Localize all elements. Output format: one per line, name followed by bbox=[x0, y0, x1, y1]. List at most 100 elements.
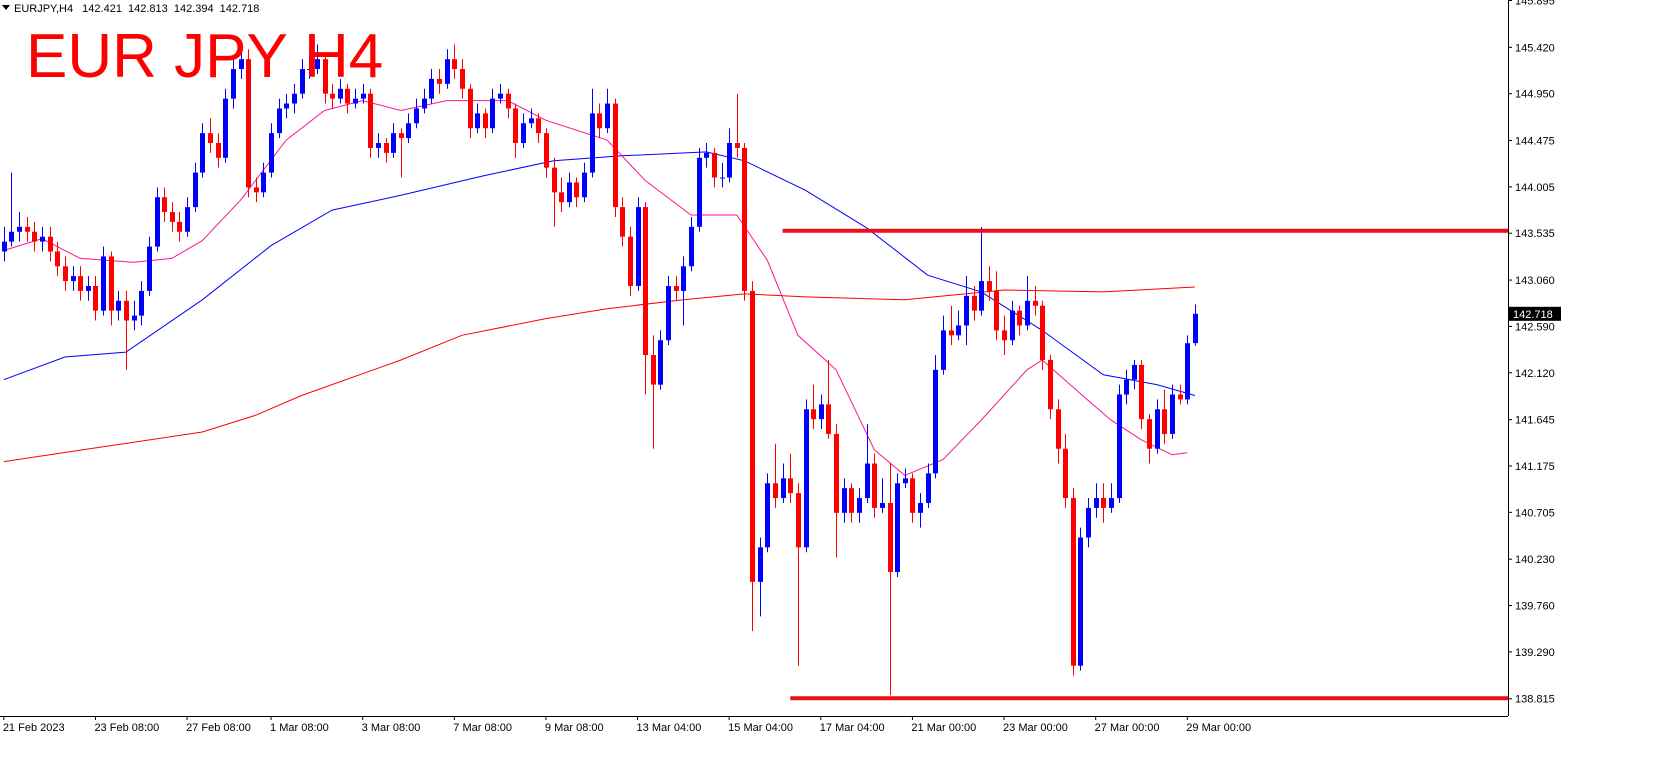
candle-body bbox=[269, 133, 274, 173]
x-tick-label: 29 Mar 00:00 bbox=[1186, 722, 1251, 734]
x-tick-label: 15 Mar 04:00 bbox=[728, 722, 793, 734]
candle-body bbox=[567, 182, 572, 203]
candle-body bbox=[964, 295, 969, 326]
candle-body bbox=[277, 108, 282, 134]
candle-body bbox=[544, 133, 549, 168]
candle-body bbox=[445, 59, 450, 84]
x-tick-label: 23 Mar 00:00 bbox=[1003, 722, 1068, 734]
candle-body bbox=[949, 330, 954, 336]
candle-body bbox=[1063, 448, 1068, 499]
low-value: 142.394 bbox=[174, 3, 214, 15]
candle-body bbox=[872, 463, 877, 508]
open-value: 142.421 bbox=[82, 3, 122, 15]
y-tick-label: 143.535 bbox=[1515, 228, 1555, 240]
candle-body bbox=[17, 226, 22, 232]
candle-body bbox=[384, 143, 389, 153]
candle-body bbox=[1040, 305, 1045, 360]
candle-body bbox=[529, 118, 534, 124]
candle-body bbox=[880, 502, 885, 508]
candle-body bbox=[48, 236, 53, 252]
candle-body bbox=[1178, 394, 1183, 400]
candle-body bbox=[25, 226, 30, 232]
candle-body bbox=[651, 355, 656, 385]
candle-body bbox=[697, 157, 702, 227]
candle-body bbox=[406, 123, 411, 139]
candle-body bbox=[345, 88, 350, 104]
candle-body bbox=[811, 409, 816, 420]
candle-body bbox=[200, 133, 205, 173]
candle-body bbox=[1193, 313, 1198, 344]
candle-body bbox=[116, 300, 121, 311]
high-value: 142.813 bbox=[128, 3, 168, 15]
candle-body bbox=[498, 93, 503, 99]
candle-body bbox=[239, 59, 244, 70]
x-tick-label: 1 Mar 08:00 bbox=[270, 722, 329, 734]
y-tick-label: 138.815 bbox=[1515, 694, 1555, 706]
candle-body bbox=[979, 281, 984, 311]
x-tick-label: 27 Feb 08:00 bbox=[186, 722, 251, 734]
x-tick-label: 9 Mar 08:00 bbox=[545, 722, 604, 734]
candle-body bbox=[926, 473, 931, 503]
y-tick-label: 145.895 bbox=[1515, 0, 1555, 7]
candle-body bbox=[903, 478, 908, 484]
candle-body bbox=[1162, 409, 1167, 434]
candle-body bbox=[972, 295, 977, 311]
candle-body bbox=[1132, 364, 1137, 380]
menu-triangle[interactable] bbox=[2, 5, 10, 10]
candle-body bbox=[147, 246, 152, 291]
candle-body bbox=[216, 143, 221, 158]
candle-body bbox=[834, 433, 839, 513]
candle-body bbox=[361, 93, 366, 99]
candle-body bbox=[681, 266, 686, 291]
candle-body bbox=[2, 241, 7, 252]
candle-body bbox=[613, 103, 618, 208]
candle-body bbox=[628, 236, 633, 287]
candle-body bbox=[750, 290, 755, 582]
x-tick-label: 3 Mar 08:00 bbox=[362, 722, 421, 734]
candle-body bbox=[1086, 507, 1091, 538]
candle-body bbox=[826, 404, 831, 434]
candle-body bbox=[437, 78, 442, 84]
candle-body bbox=[849, 488, 854, 513]
y-tick-label: 144.475 bbox=[1515, 136, 1555, 148]
header: EURJPY,H4 142.421 142.813 142.394 142.71… bbox=[14, 3, 259, 15]
candle-body bbox=[636, 207, 641, 287]
candle-body bbox=[842, 488, 847, 513]
candle-body bbox=[323, 59, 328, 94]
candle-body bbox=[132, 315, 137, 321]
candle-body bbox=[177, 221, 182, 232]
y-tick-label: 143.060 bbox=[1515, 275, 1555, 287]
candle-body bbox=[86, 286, 91, 291]
candle-body bbox=[796, 493, 801, 548]
candle-body bbox=[109, 256, 114, 311]
moving-average bbox=[3, 151, 1196, 396]
candle-body bbox=[643, 207, 648, 356]
y-tick-label: 142.590 bbox=[1515, 321, 1555, 333]
y-tick-label: 145.420 bbox=[1515, 42, 1555, 54]
candle-body bbox=[490, 98, 495, 129]
candle-body bbox=[193, 172, 198, 208]
candle-body bbox=[727, 143, 732, 178]
candle-body bbox=[300, 69, 305, 94]
candle-body bbox=[1117, 394, 1122, 499]
candle-body bbox=[353, 98, 358, 104]
candle-body bbox=[307, 69, 312, 71]
x-tick-label: 21 Feb 2023 bbox=[3, 722, 65, 734]
y-tick-label: 139.290 bbox=[1515, 647, 1555, 659]
candle-body bbox=[71, 276, 76, 282]
candle-body bbox=[55, 251, 60, 267]
candle-body bbox=[605, 103, 610, 129]
candle-body bbox=[1170, 394, 1175, 434]
moving-average bbox=[3, 100, 1188, 476]
candle-body bbox=[559, 192, 564, 203]
candle-body bbox=[391, 133, 396, 153]
candle-body bbox=[1071, 498, 1076, 666]
candle-body bbox=[338, 88, 343, 99]
candle-body bbox=[735, 143, 740, 148]
candle-body bbox=[765, 483, 770, 548]
candle-body bbox=[910, 478, 915, 513]
candle-body bbox=[452, 59, 457, 70]
candle-body bbox=[223, 98, 228, 158]
